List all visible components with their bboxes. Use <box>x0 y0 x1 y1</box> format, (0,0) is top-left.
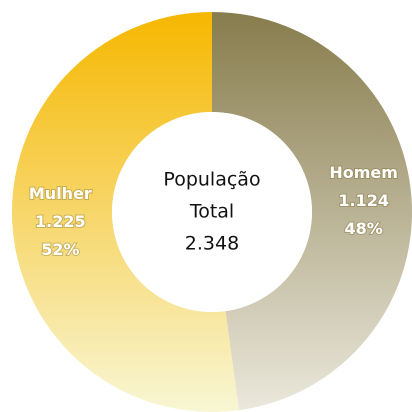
value-label: 1.225 <box>35 212 86 231</box>
slice <box>12 12 239 412</box>
slice <box>212 12 412 411</box>
center-text: Total <box>189 201 234 223</box>
percent-label: 48% <box>345 219 383 238</box>
slice-label: Homem <box>329 163 398 182</box>
slices <box>12 12 412 412</box>
center-text: 2.348 <box>185 233 239 255</box>
center-text: População <box>163 169 260 191</box>
slice-label: Mulher <box>29 184 92 203</box>
percent-label: 52% <box>41 240 79 259</box>
donut-hole <box>112 112 312 312</box>
value-label: 1.124 <box>338 191 389 210</box>
